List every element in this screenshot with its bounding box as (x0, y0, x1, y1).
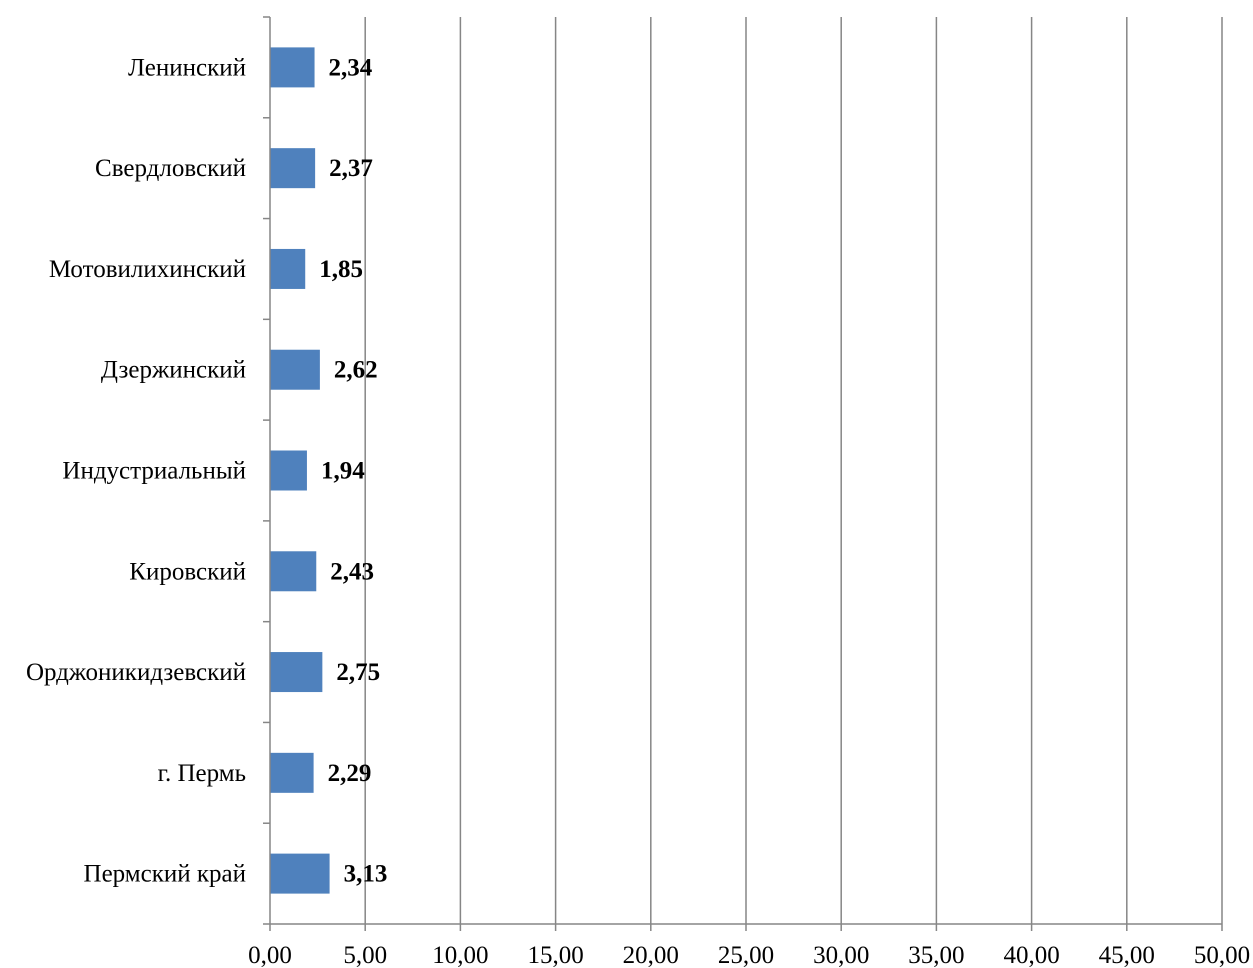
data-label: 1,94 (321, 458, 365, 485)
data-label: 2,34 (329, 54, 373, 81)
x-tick-label: 35,00 (908, 942, 964, 968)
category-label: Свердловский (95, 155, 246, 182)
data-label: 2,43 (330, 558, 374, 585)
category-label: Ленинский (128, 54, 246, 81)
x-tick-label: 40,00 (1003, 942, 1059, 968)
bar (270, 752, 314, 793)
category-label: Пермский край (84, 861, 246, 888)
data-label: 2,62 (334, 357, 378, 384)
category-label: Индустриальный (62, 458, 246, 485)
bar (270, 551, 317, 592)
category-label: Мотовилихинский (49, 256, 246, 283)
data-label: 2,75 (336, 659, 380, 686)
bar (270, 248, 306, 289)
bar (270, 652, 323, 693)
bar (270, 47, 315, 88)
category-label: г. Пермь (158, 760, 246, 787)
x-tick-label: 5,00 (343, 942, 387, 968)
x-tick-label: 45,00 (1099, 942, 1155, 968)
grid-lines (364, 17, 1223, 924)
bar (270, 450, 307, 491)
axes (263, 16, 1223, 931)
data-label: 3,13 (344, 861, 388, 888)
x-tick-label: 0,00 (248, 942, 292, 968)
category-label: Орджоникидзевский (26, 659, 246, 686)
data-label: 2,37 (329, 155, 373, 182)
x-tick-label: 50,00 (1194, 942, 1250, 968)
x-tick-label: 30,00 (813, 942, 869, 968)
bar (270, 853, 330, 894)
x-tick-label: 20,00 (623, 942, 679, 968)
x-tick-label: 15,00 (527, 942, 583, 968)
data-labels: 2,34 2,37 1,85 2,62 1,94 2,43 2,75 2,29 3,13 (319, 54, 387, 887)
category-label: Кировский (129, 558, 246, 585)
bar (270, 349, 320, 390)
x-tick-label: 10,00 (432, 942, 488, 968)
data-label: 1,85 (319, 256, 363, 283)
bar (270, 148, 316, 189)
bars (270, 47, 330, 894)
x-tick-label: 25,00 (718, 942, 774, 968)
data-label: 2,29 (328, 760, 372, 787)
category-label: Дзержинский (101, 357, 246, 384)
x-tick-labels: 0,00 5,00 10,00 15,00 20,00 25,00 30,00 35,00 40… (248, 942, 1250, 968)
category-labels: Ленинский Свердловский Мотовилихинский Дзер… (26, 54, 246, 887)
